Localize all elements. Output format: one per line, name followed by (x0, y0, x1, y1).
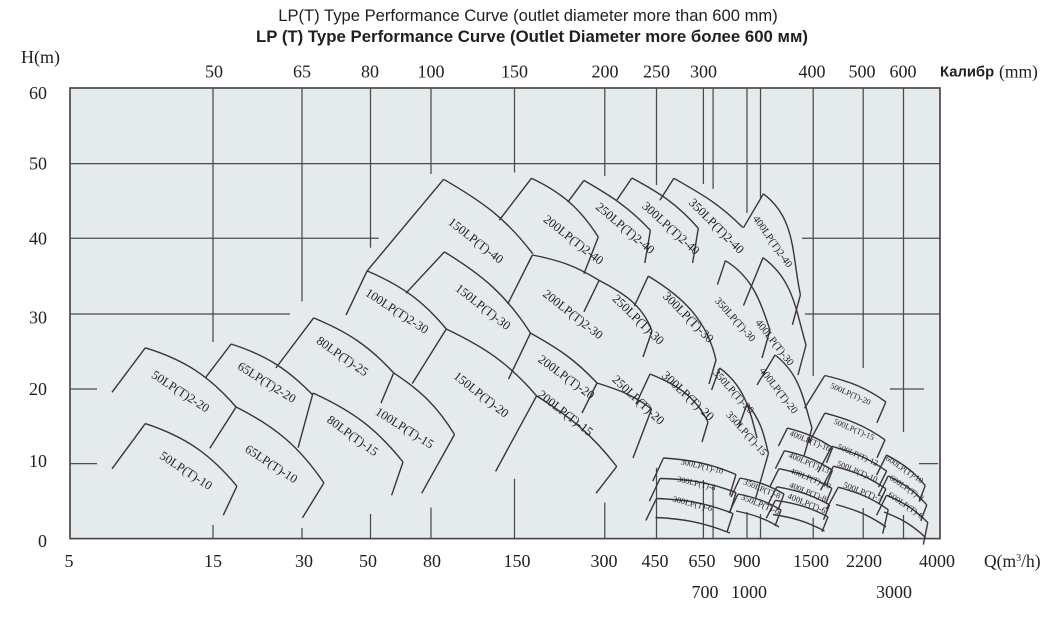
svg-text:80: 80 (423, 551, 441, 571)
svg-text:50: 50 (359, 551, 377, 571)
svg-text:1000: 1000 (731, 582, 767, 602)
svg-text:150: 150 (504, 551, 531, 571)
svg-text:LP(T) Type Performance Curve (: LP(T) Type Performance Curve (outlet dia… (278, 6, 778, 25)
svg-text:30: 30 (295, 551, 313, 571)
svg-text:2200: 2200 (846, 551, 882, 571)
svg-text:15: 15 (204, 551, 222, 571)
svg-text:50: 50 (205, 62, 223, 82)
svg-text:3000: 3000 (876, 582, 912, 602)
svg-text:(mm): (mm) (999, 62, 1038, 82)
svg-text:LP (T) Type Performance Curve: LP (T) Type Performance Curve (Outlet Di… (256, 27, 808, 46)
svg-text:80: 80 (361, 62, 379, 82)
svg-text:650: 650 (689, 551, 716, 571)
svg-text:10: 10 (29, 451, 47, 471)
svg-text:400: 400 (799, 62, 826, 82)
svg-text:450: 450 (642, 551, 669, 571)
svg-text:65: 65 (293, 62, 311, 82)
svg-text:100: 100 (418, 62, 445, 82)
svg-text:1500: 1500 (793, 551, 829, 571)
svg-text:150: 150 (501, 62, 528, 82)
svg-text:500: 500 (849, 62, 876, 82)
svg-text:40: 40 (29, 229, 47, 249)
svg-text:200: 200 (592, 62, 619, 82)
svg-text:4000: 4000 (919, 551, 955, 571)
svg-text:30: 30 (29, 308, 47, 328)
svg-text:Калибр: Калибр (940, 65, 994, 81)
svg-text:700: 700 (692, 582, 719, 602)
svg-text:Q(m3/h): Q(m3/h) (984, 551, 1041, 571)
svg-text:H(m): H(m) (21, 47, 60, 68)
svg-text:50: 50 (29, 154, 47, 174)
svg-text:300: 300 (690, 62, 717, 82)
svg-text:900: 900 (734, 551, 761, 571)
svg-text:300: 300 (591, 551, 618, 571)
svg-text:250: 250 (643, 62, 670, 82)
svg-text:5: 5 (65, 551, 74, 571)
svg-text:600: 600 (890, 62, 917, 82)
svg-text:0: 0 (38, 531, 47, 551)
svg-text:20: 20 (29, 379, 47, 399)
svg-text:60: 60 (29, 83, 47, 103)
